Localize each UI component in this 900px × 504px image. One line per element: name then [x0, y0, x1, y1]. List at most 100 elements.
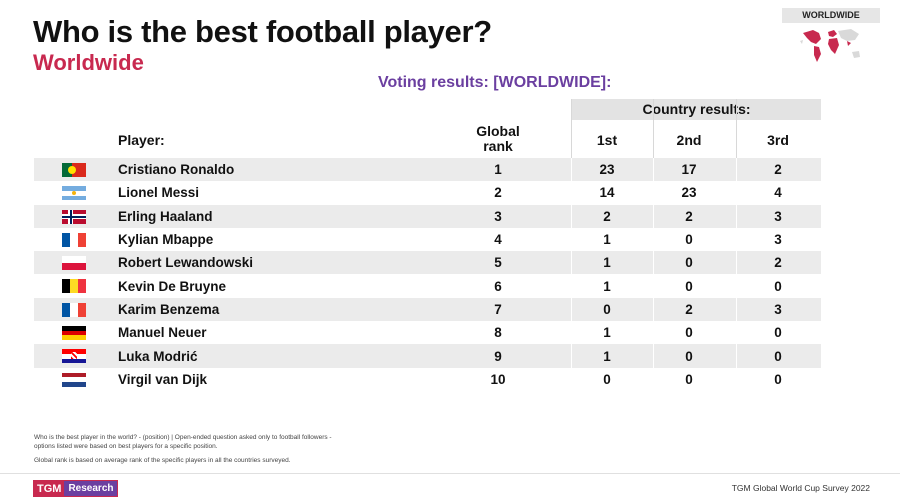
third-place-cell: 4	[774, 185, 782, 201]
first-place-cell: 0	[603, 371, 611, 387]
worldwide-map-badge: WORLDWIDE	[782, 8, 880, 70]
cell-separator	[736, 367, 737, 391]
table-row: Cristiano Ronaldo 1 23 17 2	[34, 158, 821, 182]
argentina-flag-icon	[62, 186, 86, 201]
cell-separator	[736, 297, 737, 322]
player-name: Erling Haaland	[118, 208, 213, 224]
cell-separator	[571, 344, 572, 368]
player-name: Luka Modrić	[118, 348, 198, 364]
third-place-cell: 2	[774, 255, 782, 271]
cell-separator	[653, 344, 654, 368]
world-map-icon	[800, 29, 860, 62]
player-name: Virgil van Dijk	[118, 371, 208, 387]
second-place-cell: 0	[685, 371, 693, 387]
global-rank-cell: 2	[494, 185, 502, 201]
cell-separator	[653, 181, 654, 205]
global-rank-cell: 7	[494, 301, 502, 317]
cell-separator	[571, 321, 572, 345]
global-rank-header-line2: rank	[483, 138, 513, 154]
cell-separator	[653, 227, 654, 252]
logo-text-tgm: TGM	[37, 482, 62, 495]
first-place-cell: 0	[603, 301, 611, 317]
first-place-cell: 1	[603, 325, 611, 341]
second-place-cell: 0	[685, 348, 693, 364]
cell-separator	[653, 274, 654, 298]
third-place-cell: 2	[774, 162, 782, 178]
cell-separator	[571, 251, 572, 275]
first-place-column-header: 1st	[596, 132, 618, 148]
global-rank-cell: 5	[494, 255, 502, 271]
first-place-cell: 1	[603, 255, 611, 271]
cell-separator	[571, 227, 572, 252]
player-column-header: Player:	[118, 132, 165, 148]
third-place-cell: 0	[774, 325, 782, 341]
player-name: Karim Benzema	[118, 301, 220, 317]
global-rank-header-line1: Global	[476, 123, 520, 139]
portugal-flag-icon	[62, 163, 86, 177]
second-place-cell: 0	[685, 255, 693, 271]
third-place-cell: 3	[774, 301, 782, 317]
first-place-cell: 1	[603, 232, 611, 248]
cell-separator	[736, 321, 737, 345]
third-place-cell: 3	[774, 232, 782, 248]
map-label: WORLDWIDE	[782, 8, 880, 23]
cell-separator	[571, 204, 572, 228]
player-name: Lionel Messi	[118, 185, 200, 201]
table-row: Robert Lewandowski 5 1 0 2	[34, 251, 821, 275]
global-rank-cell: 4	[494, 232, 502, 248]
table-row: Erling Haaland 3 2 2 3	[34, 204, 821, 228]
cell-separator	[736, 158, 737, 182]
global-rank-column-header: Global rank	[468, 124, 528, 154]
table-row: Kylian Mbappe 4 1 0 3	[34, 227, 821, 252]
voting-results-title: Voting results: [WORLDWIDE]:	[378, 74, 612, 91]
third-place-cell: 0	[774, 348, 782, 364]
cell-separator	[653, 204, 654, 228]
page-title: Who is the best football player?	[33, 14, 492, 49]
global-rank-cell: 6	[494, 278, 502, 294]
player-name: Cristiano Ronaldo	[118, 162, 235, 178]
croatia-flag-icon	[62, 349, 86, 364]
cell-separator	[653, 251, 654, 275]
global-rank-cell: 9	[494, 348, 502, 364]
first-place-cell: 14	[599, 185, 615, 201]
first-place-cell: 2	[603, 208, 611, 224]
first-place-cell: 1	[603, 348, 611, 364]
third-place-cell: 0	[774, 371, 782, 387]
cell-separator	[653, 297, 654, 322]
table-row: Luka Modrić 9 1 0 0	[34, 344, 821, 368]
second-place-cell: 2	[685, 301, 693, 317]
france-flag-icon	[62, 232, 86, 247]
cell-separator	[571, 274, 572, 298]
first-place-cell: 1	[603, 278, 611, 294]
page-subtitle: Worldwide	[33, 50, 144, 75]
first-place-cell: 23	[599, 162, 615, 178]
cell-separator	[571, 158, 572, 182]
cell-separator	[571, 367, 572, 391]
global-rank-cell: 1	[494, 162, 502, 178]
cell-separator	[736, 344, 737, 368]
player-name: Robert Lewandowski	[118, 255, 254, 271]
belgium-flag-icon	[62, 279, 86, 294]
rank-footnote: Global rank is based on average rank of …	[34, 457, 291, 464]
cell-separator	[653, 158, 654, 182]
table-row: Kevin De Bruyne 6 1 0 0	[34, 274, 821, 298]
third-place-column-header: 3rd	[767, 132, 789, 148]
france-flag-icon	[62, 302, 86, 317]
footer-divider	[0, 473, 900, 474]
results-table: Cristiano Ronaldo 1 23 17 2 Lionel Messi 2 14 23…	[34, 158, 821, 391]
cell-separator	[653, 367, 654, 391]
cell-separator	[653, 321, 654, 345]
table-row: Virgil van Dijk 10 0 0 0	[34, 367, 821, 391]
cell-separator	[736, 274, 737, 298]
norway-flag-icon	[62, 209, 86, 224]
poland-flag-icon	[62, 256, 86, 271]
player-name: Kylian Mbappe	[118, 232, 214, 248]
second-place-cell: 17	[681, 162, 697, 178]
global-rank-cell: 8	[494, 325, 502, 341]
table-row: Lionel Messi 2 14 23 4	[34, 181, 821, 205]
second-place-cell: 23	[681, 185, 697, 201]
cell-separator	[571, 181, 572, 205]
player-name: Manuel Neuer	[118, 325, 207, 341]
third-place-cell: 3	[774, 208, 782, 224]
second-place-cell: 0	[685, 232, 693, 248]
